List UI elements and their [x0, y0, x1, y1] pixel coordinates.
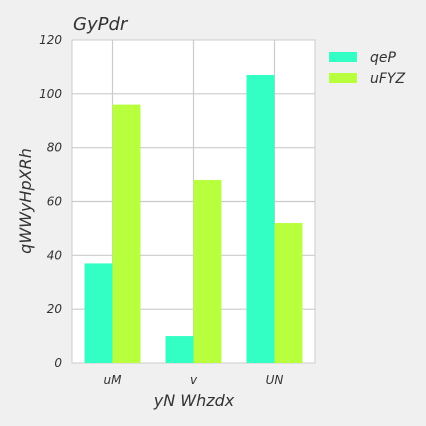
x-tick-labels: uM v UN — [104, 373, 284, 387]
x-axis-label: yN Whzdx — [153, 391, 235, 410]
y-tick-labels: 0 20 40 60 80 100 120 — [39, 33, 62, 370]
legend: qeP uFYZ — [329, 50, 405, 87]
bar-uFYZ-v — [193, 179, 222, 363]
y-tick-label: 80 — [47, 141, 63, 155]
y-tick-label: 120 — [39, 33, 62, 47]
y-tick-label: 20 — [47, 302, 63, 316]
bar-uFYZ-UN — [274, 223, 303, 363]
bar-qeP-uM — [84, 263, 113, 363]
y-axis-label: qWWyHpXRh — [16, 148, 35, 254]
bar-uFYZ-uM — [112, 104, 141, 363]
bar-qeP-v — [165, 336, 194, 363]
legend-label: qeP — [370, 50, 397, 66]
y-tick-label: 100 — [39, 87, 62, 101]
bars — [84, 74, 303, 363]
chart-title: GyPdr — [73, 14, 129, 35]
y-tick-label: 0 — [54, 356, 62, 370]
legend-swatch — [329, 73, 357, 83]
y-tick-label: 40 — [47, 248, 63, 262]
bar-qeP-UN — [246, 74, 275, 363]
x-tick-label: v — [190, 373, 198, 387]
legend-label: uFYZ — [370, 71, 405, 87]
x-tick-label: uM — [104, 373, 123, 387]
x-tick-label: UN — [266, 373, 284, 387]
y-tick-label: 60 — [47, 195, 63, 209]
legend-swatch — [329, 52, 357, 62]
